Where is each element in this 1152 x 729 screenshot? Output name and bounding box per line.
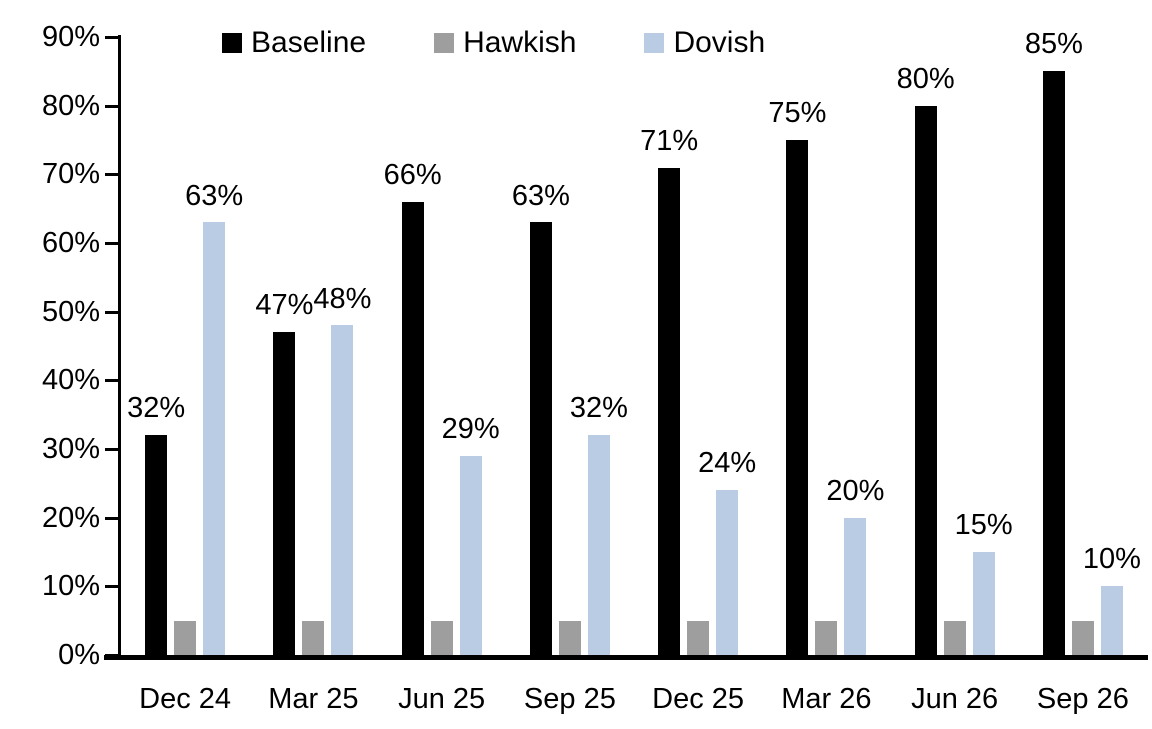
bar-group-mar-25: 47% 48% [249, 37, 377, 655]
bar-dovish: 20% [826, 475, 884, 655]
y-axis-tick [105, 173, 119, 177]
y-axis-tick [105, 242, 119, 245]
chart-legend: Baseline Hawkish Dovish [222, 28, 765, 58]
bar-group-dec-24: 32% 63% [121, 37, 249, 655]
bar-dovish: 29% [442, 413, 500, 655]
x-axis-labels: Dec 24 Mar 25 Jun 25 Sep 25 Dec 25 Mar 26 Jun … [121, 683, 1147, 716]
bar-hawkish [430, 620, 453, 655]
bar-group-sep-26: 85% 10% [1019, 29, 1147, 655]
bar-dovish: 48% [313, 283, 371, 655]
bar-value-label: 10% [1082, 543, 1141, 576]
x-category-label: Mar 26 [781, 683, 872, 715]
bar-baseline: 75% [768, 97, 826, 655]
y-axis-tick [105, 516, 119, 520]
bar-hawkish [1071, 620, 1094, 655]
bar-group-jun-25: 66% 29% [378, 37, 506, 655]
bar-hawkish [174, 620, 197, 655]
bar-value-label: 75% [768, 97, 827, 130]
x-category-label: Sep 25 [523, 683, 616, 715]
bar-value-label: 20% [826, 474, 885, 507]
y-axis-tick [105, 585, 119, 589]
bar-hawkish [558, 620, 581, 655]
plot-area: 32% 63% 47% 48% 66% 29% 63% 32% 71% 24% 75% 20% 80% 1… [121, 29, 1147, 655]
x-category-label: Sep 26 [1036, 683, 1129, 715]
y-tick-label: 10% [41, 570, 100, 603]
bar-baseline: 63% [512, 180, 570, 655]
y-axis-tick [105, 104, 119, 108]
y-tick-label: 90% [41, 21, 100, 53]
y-tick-label: 0% [58, 639, 100, 671]
bar-dovish: 10% [1083, 544, 1141, 655]
bar-value-label: 66% [383, 158, 442, 191]
legend-swatch-icon [222, 33, 242, 53]
bar-value-label: 80% [896, 62, 955, 95]
bar-group-jun-26: 80% 15% [891, 37, 1019, 655]
y-tick-label: 50% [41, 295, 100, 328]
x-category-label: Jun 25 [398, 683, 486, 715]
bar-hawkish [815, 620, 838, 655]
bar-value-label: 24% [698, 447, 757, 480]
bar-value-label: 15% [954, 509, 1013, 542]
bar-value-label: 32% [127, 392, 186, 425]
bar-value-label: 48% [313, 282, 372, 315]
bar-baseline: 71% [640, 125, 698, 655]
bar-baseline: 85% [1025, 29, 1083, 655]
bar-value-label: 29% [441, 413, 500, 446]
bar-dovish: 15% [955, 509, 1013, 655]
bar-value-label: 63% [185, 179, 244, 212]
y-axis-tick [105, 654, 119, 657]
bar-baseline: 80% [897, 63, 955, 655]
bar-dovish: 24% [698, 447, 756, 655]
bar-group-dec-25: 71% 24% [634, 37, 762, 655]
bar-baseline: 66% [384, 159, 442, 655]
legend-label: Hawkish [463, 26, 577, 59]
y-tick-label: 60% [41, 227, 100, 259]
bar-dovish: 63% [185, 180, 243, 655]
legend-label: Baseline [251, 26, 367, 59]
bar-value-label: 63% [511, 179, 570, 212]
bar-value-label: 85% [1024, 28, 1083, 61]
y-axis-tick [105, 379, 119, 383]
x-axis-line [104, 655, 1148, 660]
legend-label: Dovish [673, 26, 766, 59]
x-category-label: Jun 26 [911, 683, 999, 715]
x-category-label: Mar 25 [268, 683, 359, 715]
y-tick-label: 40% [41, 364, 100, 397]
bar-baseline: 32% [127, 393, 185, 655]
x-category-label: Dec 25 [652, 683, 745, 715]
bar-group-sep-25: 63% 32% [506, 37, 634, 655]
y-tick-label: 70% [41, 158, 100, 191]
y-axis-tick [105, 448, 119, 451]
bar-value-label: 71% [640, 124, 699, 157]
legend-swatch-icon [434, 33, 455, 53]
y-axis-tick [105, 310, 119, 314]
bar-value-label: 47% [255, 289, 314, 322]
y-tick-label: 80% [41, 89, 100, 122]
bar-hawkish [943, 620, 966, 655]
bar-hawkish [687, 620, 710, 655]
bar-dovish: 32% [570, 393, 628, 655]
y-tick-label: 20% [41, 501, 100, 534]
x-category-label: Dec 24 [139, 683, 232, 715]
bar-value-label: 32% [569, 392, 628, 425]
legend-item-baseline: Baseline [222, 28, 366, 58]
legend-item-hawkish: Hawkish [434, 28, 576, 58]
y-axis-tick [105, 36, 119, 39]
legend-item-dovish: Dovish [644, 28, 765, 58]
bar-hawkish [302, 620, 325, 655]
y-axis-line [118, 35, 121, 659]
bar-baseline: 47% [255, 290, 313, 655]
bar-group-mar-26: 75% 20% [762, 37, 890, 655]
legend-swatch-icon [644, 33, 665, 53]
y-tick-label: 30% [41, 433, 100, 465]
